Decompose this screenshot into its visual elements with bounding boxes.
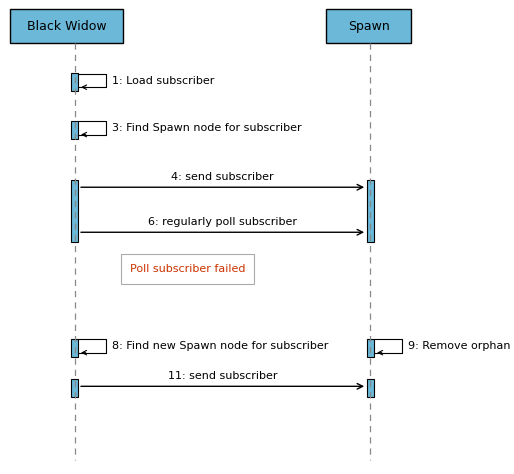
Text: 1: Load subscriber: 1: Load subscriber xyxy=(112,75,214,86)
FancyBboxPatch shape xyxy=(367,339,374,357)
Text: 6: regularly poll subscriber: 6: regularly poll subscriber xyxy=(148,217,297,227)
Text: Poll subscriber failed: Poll subscriber failed xyxy=(130,264,245,274)
FancyBboxPatch shape xyxy=(10,9,123,43)
FancyBboxPatch shape xyxy=(71,73,78,91)
FancyBboxPatch shape xyxy=(71,180,78,242)
FancyBboxPatch shape xyxy=(71,379,78,397)
FancyBboxPatch shape xyxy=(121,254,254,284)
FancyBboxPatch shape xyxy=(367,180,374,242)
FancyBboxPatch shape xyxy=(367,379,374,397)
Text: 3: Find Spawn node for subscriber: 3: Find Spawn node for subscriber xyxy=(112,123,301,133)
Text: 4: send subscriber: 4: send subscriber xyxy=(171,172,274,182)
FancyBboxPatch shape xyxy=(326,9,411,43)
FancyBboxPatch shape xyxy=(71,121,78,139)
Text: 8: Find new Spawn node for subscriber: 8: Find new Spawn node for subscriber xyxy=(112,341,328,351)
Text: Black Widow: Black Widow xyxy=(27,19,106,33)
Text: Spawn: Spawn xyxy=(348,19,390,33)
Text: 9: Remove orphan subscriber: 9: Remove orphan subscriber xyxy=(408,341,514,351)
FancyBboxPatch shape xyxy=(71,339,78,357)
Text: 11: send subscriber: 11: send subscriber xyxy=(168,371,278,381)
